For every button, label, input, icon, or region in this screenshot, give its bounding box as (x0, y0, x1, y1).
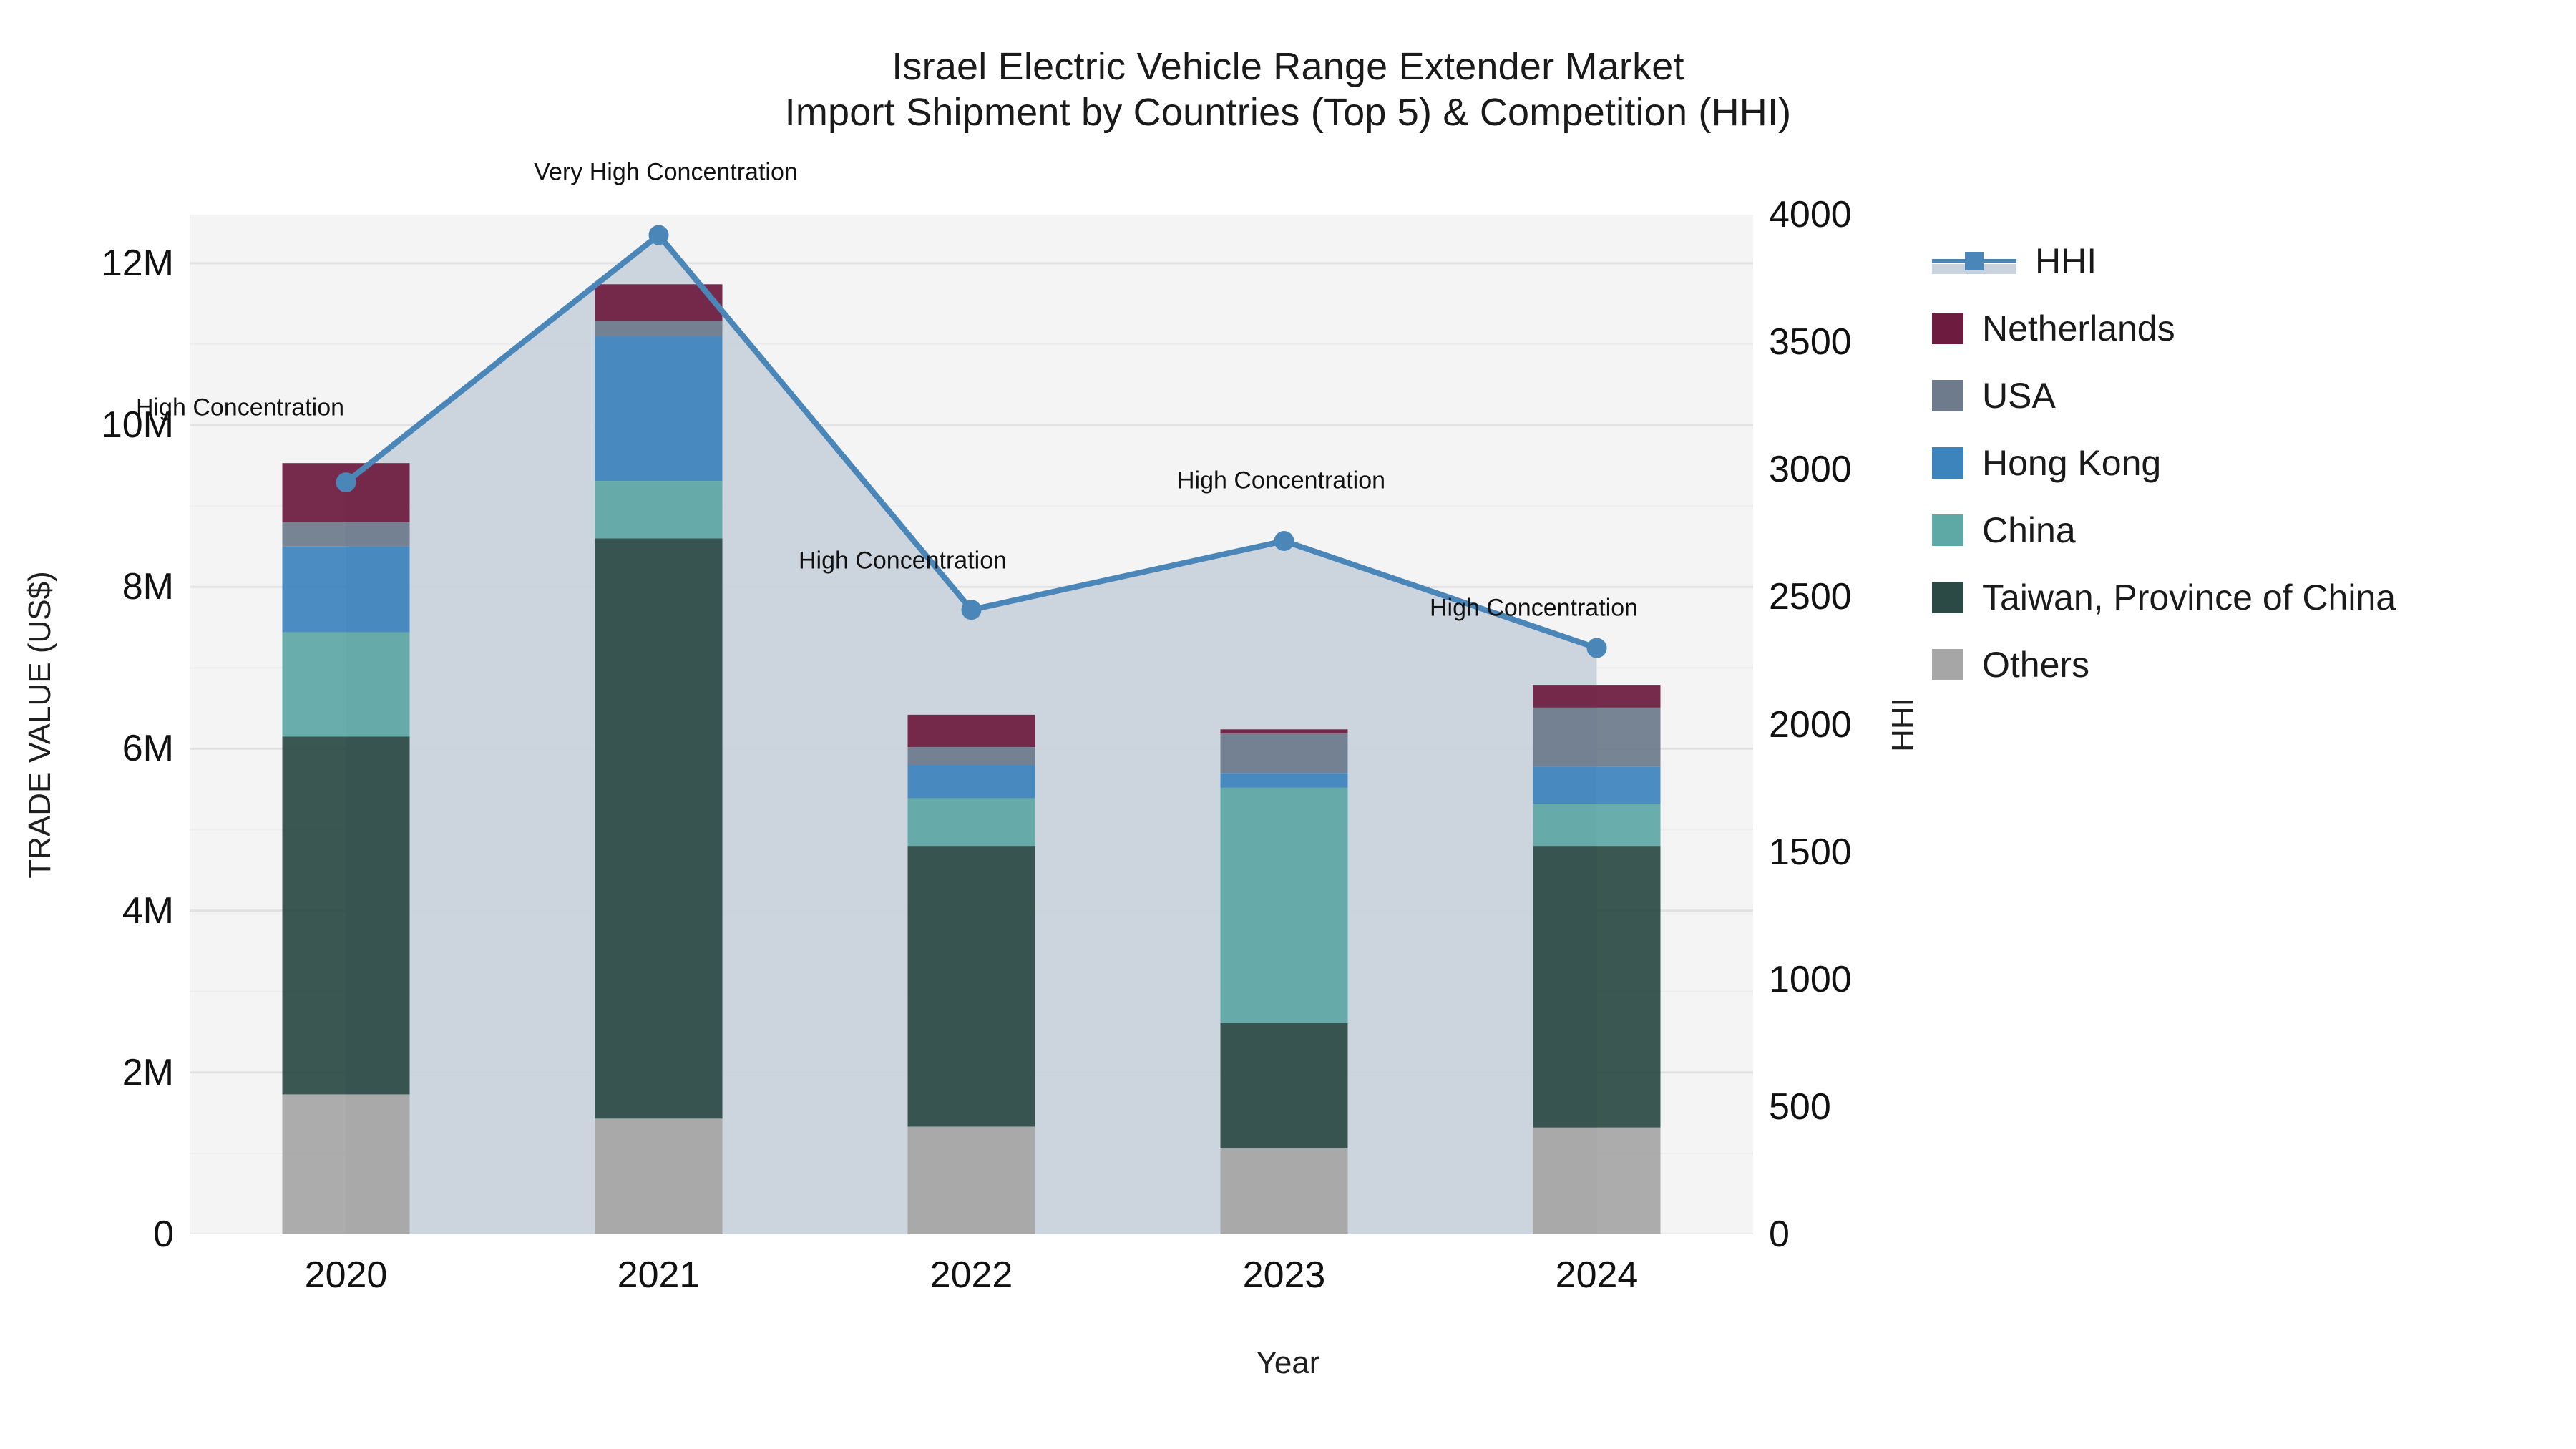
y-axis-left-tick: 4M (122, 889, 174, 932)
chart-title-line-1: Israel Electric Vehicle Range Extender M… (892, 45, 1684, 88)
legend-line-stroke (1932, 259, 2016, 263)
y-axis-left-tick: 12M (101, 242, 174, 284)
y-axis-left-tick: 2M (122, 1051, 174, 1093)
chart-legend: HHI Netherlands USA Hong Kong China Taiwan, P… (1932, 228, 2547, 698)
legend-item[interactable]: Taiwan, Province of China (1932, 564, 2547, 631)
y-axis-right-tick: 3000 (1769, 449, 1852, 491)
legend-item[interactable]: Hong Kong (1932, 429, 2547, 497)
y-axis-left-tick: 8M (122, 566, 174, 608)
y-axis-left-tick: 0 (153, 1214, 174, 1255)
plot-canvas (190, 225, 1753, 1234)
legend-item[interactable]: Netherlands (1932, 295, 2547, 362)
chart-title-line-2: Import Shipment by Countries (Top 5) & C… (784, 90, 1792, 134)
y-axis-right-label: HHI (1885, 698, 1921, 752)
y-axis-right-tick: 0 (1769, 1214, 1790, 1255)
y-axis-left-tick: 10M (101, 404, 174, 447)
legend-color-swatch (1932, 649, 1963, 680)
legend-item-label: USA (1982, 376, 2056, 416)
y-axis-right-tick: 500 (1769, 1085, 1831, 1128)
x-axis-tick: 2021 (617, 1254, 701, 1296)
legend-line-marker-icon (1932, 245, 2016, 277)
y-axis-left-label: TRADE VALUE (US$) (22, 571, 57, 879)
legend-item-label: China (1982, 510, 2076, 550)
legend-color-swatch (1932, 514, 1963, 546)
legend-item-label: Others (1982, 645, 2090, 685)
legend-color-swatch (1932, 582, 1963, 613)
legend-item-label: Taiwan, Province of China (1982, 577, 2396, 618)
legend-color-swatch (1932, 380, 1963, 411)
legend-item-label: Netherlands (1982, 308, 2175, 348)
chart-title: Israel Electric Vehicle Range Extender M… (0, 44, 2576, 135)
plot-area (190, 215, 1753, 1234)
concentration-annotation: Very High Concentration (534, 158, 798, 185)
y-axis-right-tick: 1500 (1769, 831, 1852, 873)
x-axis-label: Year (1256, 1345, 1320, 1380)
legend-item[interactable]: USA (1932, 362, 2547, 429)
y-axis-right-tick: 1000 (1769, 958, 1852, 1000)
legend-item-label: HHI (2035, 241, 2097, 281)
y-axis-right-tick: 2500 (1769, 576, 1852, 618)
y-axis-right-tick: 3500 (1769, 321, 1852, 364)
legend-item-label: Hong Kong (1982, 443, 2162, 483)
y-axis-right-tick: 4000 (1769, 194, 1852, 235)
x-axis-tick: 2023 (1242, 1254, 1326, 1296)
legend-area-band (1932, 264, 2016, 274)
legend-item[interactable]: HHI (1932, 228, 2547, 295)
legend-item[interactable]: Others (1932, 631, 2547, 698)
y-axis-right-tick: 2000 (1769, 703, 1852, 746)
x-axis-tick: 2022 (930, 1254, 1013, 1296)
legend-color-swatch (1932, 313, 1963, 344)
x-axis-tick: 2024 (1555, 1254, 1639, 1296)
legend-color-swatch (1932, 447, 1963, 479)
x-axis-tick: 2020 (304, 1254, 388, 1296)
legend-item[interactable]: China (1932, 497, 2547, 564)
y-axis-left-tick: 6M (122, 728, 174, 770)
